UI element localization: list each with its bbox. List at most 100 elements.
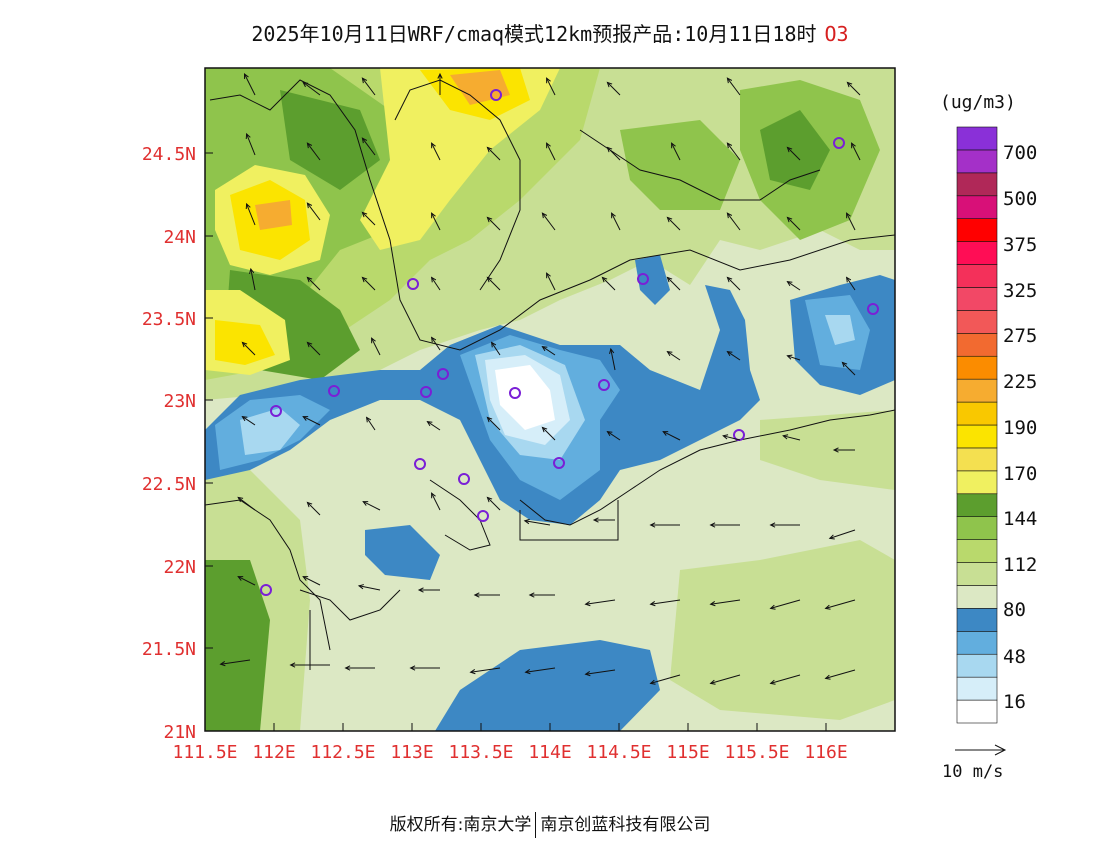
wind-vectors <box>219 72 861 685</box>
colorbar-swatch <box>956 539 998 563</box>
concentration-field <box>205 68 895 731</box>
colorbar-level-label: 325 <box>1003 280 1037 302</box>
wind-arrow <box>726 77 741 96</box>
wind-arrow <box>832 447 855 453</box>
wind-arrow <box>437 72 443 95</box>
wind-arrow <box>523 518 551 526</box>
wind-arrow <box>361 211 376 226</box>
wind-arrow <box>249 267 256 291</box>
wind-arrow <box>430 336 441 351</box>
wind-arrow <box>709 522 740 528</box>
wind-arrow <box>237 576 256 586</box>
wind-arrow <box>611 212 621 231</box>
field-zone-sw-144 <box>205 560 270 731</box>
wind-arrow <box>541 345 556 356</box>
colorbar-swatch <box>956 172 998 197</box>
colorbar: 700 500 375 325 275 225 190 170 144 112 80 48 16 <box>956 126 1037 724</box>
wind-arrow <box>722 434 741 441</box>
hk-boundary-box <box>519 500 619 541</box>
wind-arrow <box>289 662 320 668</box>
wind-arrow <box>469 667 501 675</box>
wind-arrow <box>245 202 256 226</box>
colorbar-swatch <box>956 401 998 426</box>
wind-arrow <box>649 674 681 685</box>
colorbar-level-label: 190 <box>1003 417 1037 439</box>
lon-label: 113E <box>390 742 433 763</box>
wind-arrow <box>430 276 441 291</box>
lon-label: 116E <box>804 742 847 763</box>
wind-arrow <box>219 659 251 667</box>
colorbar-level-label: 225 <box>1003 371 1037 393</box>
colorbar-level-label: 16 <box>1003 691 1026 713</box>
wind-arrow <box>541 212 556 231</box>
wind-arrow <box>709 599 741 607</box>
colorbar-swatch <box>956 310 998 334</box>
colorbar-swatch <box>956 562 998 586</box>
wind-arrow <box>786 354 801 361</box>
lon-label: 113.5E <box>448 742 513 763</box>
wind-arrow <box>851 142 861 161</box>
colorbar-level-label: 275 <box>1003 325 1037 347</box>
wind-arrow <box>306 341 321 356</box>
field-zone-32c <box>825 315 855 345</box>
wind-arrow <box>361 77 376 96</box>
station-marker <box>553 457 565 469</box>
wind-arrow <box>786 280 801 291</box>
lat-label: 23.5N <box>142 309 196 330</box>
wind-arrow <box>662 431 681 441</box>
wind-arrow <box>769 674 801 685</box>
wind-arrow <box>541 426 556 441</box>
longitude-axis: 111.5E 112E 112.5E 113E 113.5E 114E 114.5E 115E… <box>172 723 848 763</box>
wind-arrow <box>666 216 681 231</box>
wind-arrow <box>486 216 501 231</box>
wind-arrow <box>606 430 621 441</box>
wind-arrow <box>361 137 376 156</box>
pollutant-species: O3 <box>824 22 849 46</box>
colorbar-level-label: 375 <box>1003 234 1037 256</box>
colorbar-swatch <box>956 608 998 632</box>
wind-arrow <box>361 276 376 291</box>
lon-label: 115E <box>666 742 709 763</box>
wind-arrow <box>666 276 681 291</box>
field-zone-0 <box>495 365 555 430</box>
station-marker <box>260 584 272 596</box>
county-boundary-b <box>579 129 821 201</box>
county-boundary-a <box>394 79 521 291</box>
wind-arrow <box>417 587 440 593</box>
copyright-owner: 版权所有:南京大学 <box>389 815 532 835</box>
colorbar-swatch <box>956 447 998 472</box>
colorbar-swatch <box>956 699 998 724</box>
wind-arrow <box>546 272 556 291</box>
field-zone-32 <box>240 408 300 455</box>
field-zone-207c <box>450 70 510 105</box>
copyright-footer: 版权所有:南京大学 南京创蓝科技有限公司 <box>0 810 1100 838</box>
colorbar-swatch <box>956 424 998 449</box>
field-zone-e-96 <box>760 410 895 490</box>
field-zone-64-sw <box>365 525 440 580</box>
lat-label: 21.5N <box>142 639 196 660</box>
wind-arrow <box>306 276 321 291</box>
wind-arrow <box>649 599 681 607</box>
station-marker <box>637 273 649 285</box>
colorbar-level-label: 80 <box>1003 599 1026 621</box>
wind-arrow <box>524 667 556 675</box>
wind-arrow <box>726 350 741 361</box>
wind-arrow <box>592 517 615 523</box>
colorbar-swatch <box>956 355 998 380</box>
wind-arrow <box>241 341 256 356</box>
wind-arrow <box>709 674 741 685</box>
wind-arrow <box>824 599 856 610</box>
wind-arrow <box>365 416 376 431</box>
colorbar-swatch <box>956 676 998 701</box>
colorbar-swatch <box>956 470 998 495</box>
lat-label: 23N <box>163 391 196 412</box>
station-marker <box>458 473 470 485</box>
wind-arrow <box>584 669 616 677</box>
wind-arrow <box>609 347 616 371</box>
colorbar-swatch <box>956 149 998 174</box>
wind-arrow <box>245 132 256 156</box>
wind-arrow <box>782 434 801 441</box>
colorbar-unit: (ug/m3) <box>940 92 1016 113</box>
colorbar-level-label: 500 <box>1003 188 1037 210</box>
colorbar-level-label: 170 <box>1003 463 1037 485</box>
